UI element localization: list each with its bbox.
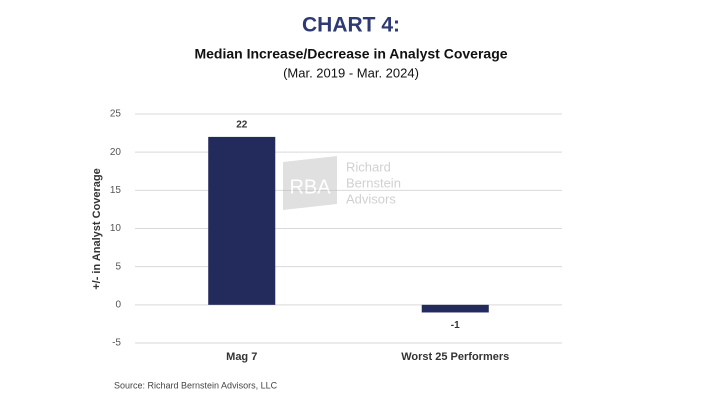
data-label: -1 (451, 320, 460, 331)
watermark-line: Advisors (346, 191, 396, 206)
y-axis-label: +/- in Analyst Coverage (91, 168, 103, 290)
bar (421, 304, 489, 313)
watermark-logo: RBA (289, 176, 331, 198)
y-tick-label: 15 (110, 185, 122, 196)
x-tick-label: Mag 7 (226, 351, 257, 363)
y-tick-label: 0 (115, 299, 121, 310)
watermark-line: Bernstein (346, 175, 401, 190)
data-label: 22 (236, 120, 248, 131)
bar (208, 136, 276, 305)
y-tick-label: -5 (112, 338, 121, 349)
date-range: (Mar. 2019 - Mar. 2024) (283, 65, 419, 80)
y-tick-label: 20 (110, 147, 122, 158)
chart-title: CHART 4: (302, 14, 400, 37)
watermark-line: Richard (346, 159, 391, 174)
y-tick-label: 5 (115, 261, 121, 272)
watermark: RBA Richard Bernstein Advisors (283, 156, 401, 210)
watermark-box (283, 156, 337, 210)
source: Source: Richard Bernstein Advisors, LLC (114, 380, 278, 390)
chart-subtitle: Median Increase/Decrease in Analyst Cove… (194, 46, 507, 62)
y-tick-label: 25 (110, 109, 122, 120)
x-tick-label: Worst 25 Performers (401, 351, 509, 363)
y-tick-label: 10 (110, 223, 122, 234)
